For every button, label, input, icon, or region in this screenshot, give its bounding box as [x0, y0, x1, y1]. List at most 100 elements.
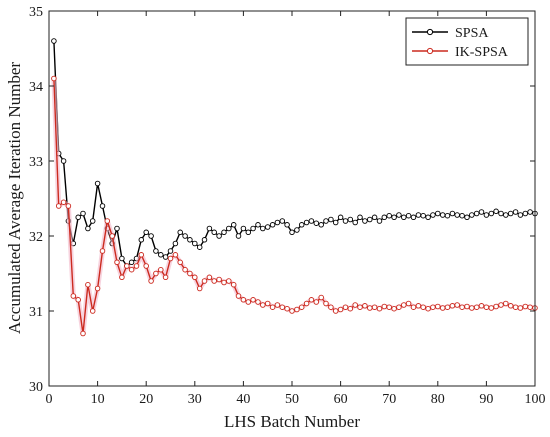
data-point-ik-spsa [469, 305, 475, 311]
data-point-ik-spsa [473, 304, 480, 310]
data-point-ik-spsa [182, 266, 188, 273]
data-point-ik-spsa [371, 304, 378, 310]
data-point-ik-spsa [405, 300, 412, 307]
data-point-spsa [342, 218, 349, 224]
data-point-spsa [294, 227, 300, 233]
data-point-spsa [89, 218, 96, 224]
data-point-ik-spsa [459, 304, 465, 310]
legend-box [405, 17, 529, 66]
data-point-ik-spsa [89, 308, 96, 314]
data-point-ik-spsa [119, 274, 125, 281]
data-point-spsa [352, 219, 358, 226]
data-point-spsa [75, 214, 81, 221]
y-tick-label: 33 [29, 155, 43, 170]
data-point-spsa [444, 212, 451, 219]
data-point-spsa [221, 229, 227, 236]
data-point-spsa [250, 225, 256, 232]
data-point-ik-spsa [401, 302, 407, 308]
data-point-ik-spsa [94, 285, 101, 292]
data-point-ik-spsa [425, 305, 431, 312]
data-point-ik-spsa [498, 302, 504, 308]
data-point-ik-spsa [216, 276, 222, 283]
y-tick-label: 30 [29, 380, 43, 395]
data-point-spsa [284, 222, 290, 228]
data-point-spsa [425, 214, 431, 221]
data-point-spsa [192, 240, 198, 247]
data-point-ik-spsa [483, 304, 490, 310]
x-tick-label: 30 [188, 392, 202, 407]
data-point-spsa [119, 255, 125, 262]
data-point-spsa [371, 214, 378, 221]
data-point-spsa [148, 233, 154, 239]
data-point-spsa [464, 214, 470, 221]
data-point-ik-spsa [60, 199, 67, 205]
data-point-spsa [201, 237, 208, 243]
data-point-spsa [235, 233, 242, 239]
data-point-spsa [94, 180, 101, 187]
data-point-ik-spsa [99, 248, 106, 254]
data-point-ik-spsa [240, 297, 247, 303]
data-point-spsa [415, 212, 422, 218]
data-point-ik-spsa [298, 304, 305, 310]
data-point-ik-spsa [478, 303, 485, 309]
data-point-spsa [196, 244, 203, 250]
data-point-spsa [274, 219, 281, 226]
data-point-ik-spsa [51, 75, 57, 82]
x-tick-label: 20 [139, 392, 153, 407]
plot-area [49, 11, 535, 386]
data-point-ik-spsa [138, 252, 145, 258]
data-point-spsa [260, 225, 266, 232]
data-point-ik-spsa [391, 305, 397, 312]
data-point-spsa [318, 222, 324, 228]
y-axis-title: Accumulated Average Iteration Number [5, 62, 24, 334]
data-point-spsa [279, 218, 286, 224]
data-point-spsa [493, 208, 499, 215]
data-point-ik-spsa [260, 302, 266, 308]
data-point-ik-spsa [75, 297, 81, 303]
data-point-spsa [226, 225, 232, 232]
data-point-spsa [527, 209, 533, 215]
data-point-spsa [313, 220, 320, 226]
data-point-ik-spsa [148, 278, 154, 284]
data-point-spsa [367, 216, 373, 223]
data-point-ik-spsa [162, 274, 169, 281]
data-point-ik-spsa [264, 300, 271, 307]
data-point-ik-spsa [357, 304, 363, 310]
data-point-ik-spsa [328, 304, 334, 310]
data-point-ik-spsa [367, 305, 373, 311]
data-point-ik-spsa [167, 255, 174, 262]
data-point-spsa [206, 225, 213, 232]
data-point-spsa [128, 259, 135, 266]
data-point-ik-spsa [420, 304, 426, 310]
data-point-spsa [376, 218, 383, 224]
plot-frame [48, 10, 536, 387]
data-point-spsa [255, 222, 261, 228]
series-ik-spsa [51, 75, 538, 337]
data-point-spsa [80, 210, 86, 217]
data-point-spsa [114, 225, 120, 232]
data-point-ik-spsa [153, 270, 159, 277]
data-point-ik-spsa [362, 303, 368, 309]
data-point-spsa [99, 203, 106, 209]
data-point-spsa [430, 212, 436, 218]
data-point-ik-spsa [342, 304, 349, 310]
data-point-spsa [522, 210, 529, 217]
data-point-spsa [51, 38, 57, 44]
x-tick-label: 70 [382, 392, 396, 407]
data-point-ik-spsa [274, 302, 281, 308]
data-point-spsa [308, 218, 315, 224]
data-point-spsa [303, 219, 310, 226]
data-point-ik-spsa [488, 305, 495, 311]
data-point-ik-spsa [211, 278, 217, 284]
legend: SPSA IK-SPSA [405, 17, 529, 66]
data-point-ik-spsa [439, 305, 446, 311]
data-point-ik-spsa [313, 299, 320, 305]
data-point-ik-spsa [65, 203, 72, 209]
data-point-spsa [386, 212, 392, 219]
data-point-spsa [211, 229, 217, 236]
data-point-spsa [488, 210, 495, 217]
y-tick-label: 31 [29, 305, 43, 320]
data-point-ik-spsa [323, 300, 329, 307]
data-point-spsa [240, 225, 247, 232]
data-point-ik-spsa [352, 302, 358, 308]
